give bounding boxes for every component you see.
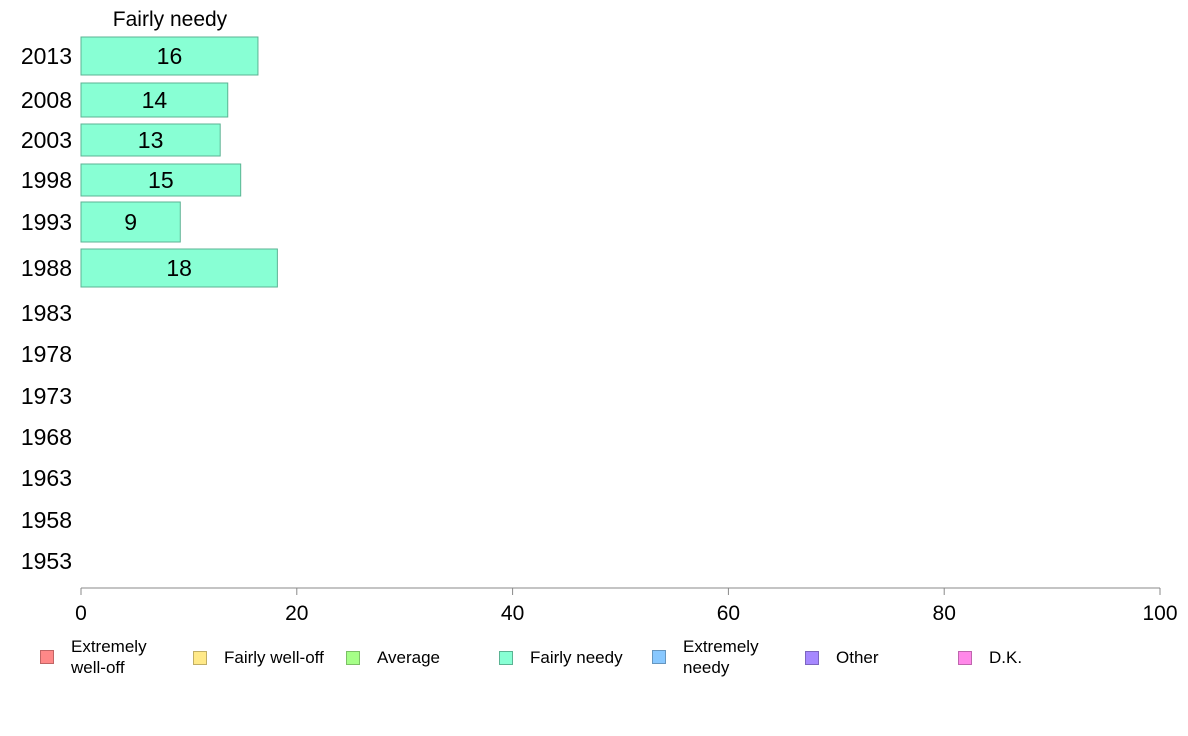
- legend-label: Extremely needy: [683, 637, 759, 677]
- legend-swatch: [499, 650, 513, 665]
- bar-value-label-1998: 15: [148, 167, 174, 193]
- y-tick-label-1973: 1973: [21, 383, 72, 409]
- legend-swatch: [40, 650, 54, 664]
- y-tick-label-1978: 1978: [21, 341, 72, 367]
- x-axis: 0 20 40 60 80 100: [75, 587, 1178, 625]
- x-tick-label-20: 20: [285, 602, 308, 625]
- legend-item-average: Average: [346, 647, 440, 668]
- legend-item-fairly-well-off: Fairly well-off: [193, 647, 324, 668]
- y-axis-labels: 2013 2008 2003 1998 1993 1988 1983 1978 1973 1968…: [21, 43, 72, 574]
- y-tick-label-2003: 2003: [21, 127, 72, 153]
- legend-label: Average: [377, 648, 441, 667]
- x-tick-label-80: 80: [933, 602, 956, 625]
- bar-2003: [80, 123, 221, 157]
- legend-item-extremely-well-off: Extremely well-off: [40, 636, 147, 678]
- bar-1993: [80, 201, 181, 243]
- y-tick-label-1983: 1983: [21, 300, 72, 326]
- y-tick-label-1958: 1958: [21, 507, 72, 533]
- bar-value-label-1993: 9: [124, 209, 137, 235]
- legend-label: Fairly well-off: [224, 648, 324, 667]
- legend-item-fairly-needy: Fairly needy: [499, 647, 623, 668]
- y-tick-label-2013: 2013: [21, 43, 72, 69]
- legend-label: Extremely well-off: [71, 637, 147, 677]
- legend-swatch: [346, 650, 360, 665]
- bar-1988: [80, 248, 278, 288]
- legend-swatch: [193, 650, 207, 665]
- bar-2008: [80, 82, 229, 118]
- x-tick-label-0: 0: [75, 602, 87, 625]
- y-tick-label-1968: 1968: [21, 424, 72, 450]
- legend-item-other: Other: [805, 647, 879, 668]
- legend-label: Fairly needy: [530, 648, 623, 667]
- legend-item-extremely-needy: Extremely needy: [652, 636, 759, 678]
- legend-swatch: [958, 650, 972, 665]
- y-tick-label-1993: 1993: [21, 209, 72, 235]
- y-tick-label-1953: 1953: [21, 548, 72, 574]
- bar-value-label-2003: 13: [138, 127, 164, 153]
- bar-1998: [80, 163, 242, 197]
- chart-title: Fairly needy: [113, 8, 228, 31]
- x-tick-label-60: 60: [717, 602, 740, 625]
- bar-value-label-1988: 18: [166, 255, 192, 281]
- legend-item-d.k.: D.K.: [958, 647, 1022, 668]
- y-tick-label-2008: 2008: [21, 87, 72, 113]
- bar-value-label-2008: 14: [142, 87, 168, 113]
- legend: Extremely well-off Fairly well-off Average…: [0, 636, 1188, 686]
- y-tick-label-1998: 1998: [21, 167, 72, 193]
- y-tick-label-1988: 1988: [21, 255, 72, 281]
- y-tick-label-1963: 1963: [21, 465, 72, 491]
- x-tick-label-100: 100: [1142, 602, 1177, 625]
- legend-label: Other: [836, 648, 879, 667]
- bars-group: 16 14 13 15 9 18: [80, 36, 278, 288]
- legend-label: D.K.: [989, 648, 1023, 667]
- x-tick-label-40: 40: [501, 602, 524, 625]
- legend-swatch: [652, 650, 666, 664]
- bar-value-label-2013: 16: [157, 43, 183, 69]
- legend-swatch: [805, 650, 819, 665]
- bar-2013: [80, 36, 259, 76]
